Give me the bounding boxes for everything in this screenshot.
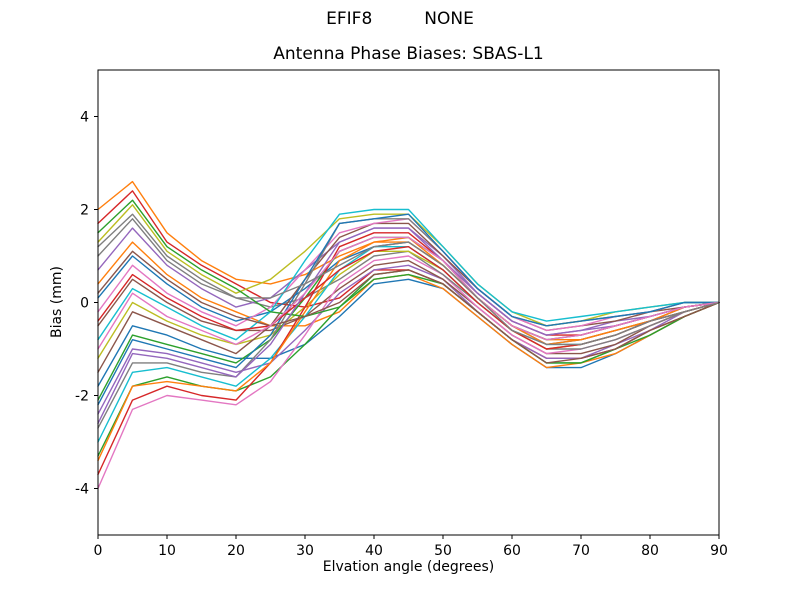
data-line-s24 <box>97 245 720 350</box>
x-tick-label: 60 <box>503 543 521 559</box>
x-tick-label: 0 <box>94 543 103 559</box>
data-line-s08 <box>97 218 720 350</box>
data-line-s11 <box>97 241 720 346</box>
data-line-s27 <box>97 236 720 350</box>
x-tick-label: 40 <box>365 543 383 559</box>
figure-suptitle: EFIF8 NONE <box>0 9 800 29</box>
data-line-s14 <box>97 232 720 476</box>
y-tick-label: 0 <box>80 296 89 312</box>
axes-spines <box>97 69 720 536</box>
x-tick-label: 50 <box>434 543 452 559</box>
y-tick-label: -2 <box>75 389 89 405</box>
data-line-s15 <box>97 227 720 336</box>
suptitle-left: EFIF8 <box>326 9 373 29</box>
suptitle-right: NONE <box>424 9 474 29</box>
x-tick-label: 10 <box>158 543 176 559</box>
y-tick-label: 4 <box>80 110 89 126</box>
y-axis-label: Bias (mm) <box>49 265 65 339</box>
data-line-s20 <box>97 208 720 341</box>
y-tick-label: 2 <box>80 203 89 219</box>
data-line-s05 <box>97 264 720 415</box>
x-axis-label: Elvation angle (degrees) <box>322 559 495 575</box>
x-tick-label: 90 <box>710 543 728 559</box>
data-line-s21 <box>97 213 720 406</box>
x-tick-label: 80 <box>641 543 659 559</box>
y-tick-label: -4 <box>75 482 89 498</box>
data-line-s26 <box>97 250 720 364</box>
x-tick-label: 20 <box>227 543 245 559</box>
x-tick-label: 30 <box>296 543 314 559</box>
x-tick-label: 70 <box>572 543 590 559</box>
axes-title: Antenna Phase Biases: SBAS-L1 <box>273 44 544 64</box>
data-line-s06 <box>97 259 720 355</box>
data-line-s03 <box>97 269 720 457</box>
data-line-s28 <box>97 213 720 346</box>
data-line-s16 <box>97 222 720 373</box>
